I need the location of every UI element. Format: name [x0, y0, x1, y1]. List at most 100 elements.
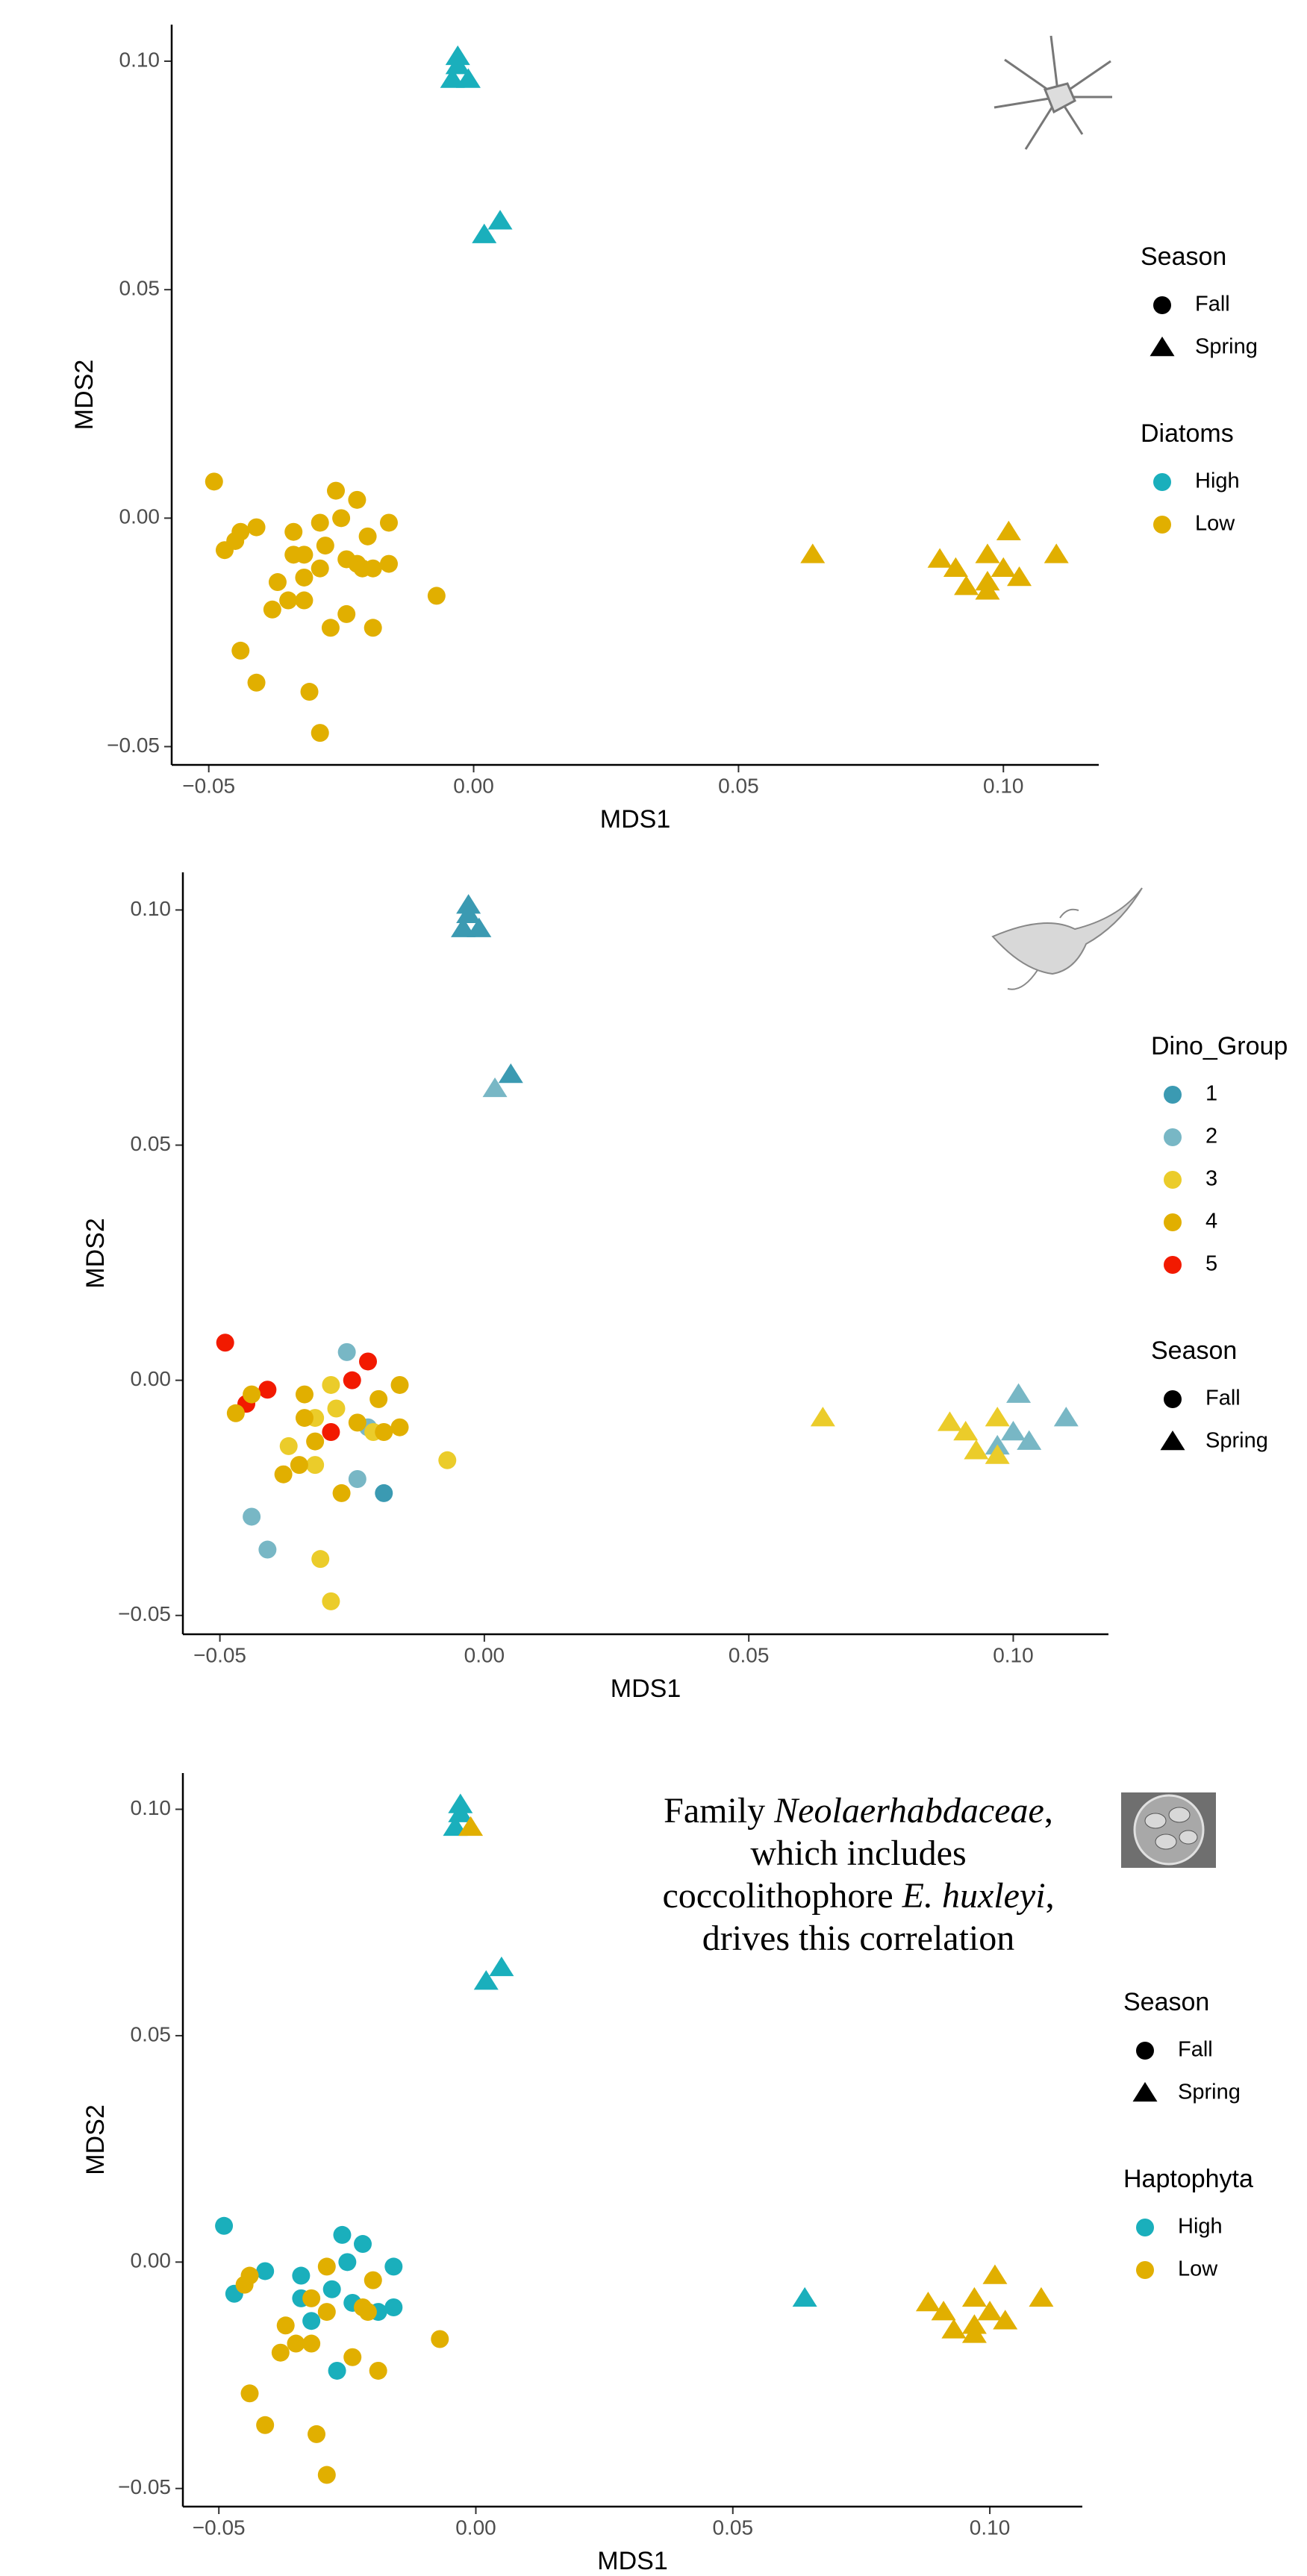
legend-title: Dino_Group: [1151, 1032, 1288, 1060]
point: [961, 2323, 987, 2343]
y-tick-label: 0.05: [131, 2022, 172, 2045]
point: [292, 2266, 311, 2285]
point: [231, 641, 250, 660]
point: [332, 509, 351, 528]
legend-key: [1153, 516, 1171, 534]
y-axis-title: MDS2: [70, 360, 99, 430]
x-tick-label: 0.10: [983, 774, 1024, 797]
y-tick-label: 0.10: [131, 897, 172, 920]
point: [498, 1063, 523, 1084]
point: [247, 673, 266, 692]
point: [472, 223, 497, 243]
y-tick-label: 0.10: [119, 48, 160, 71]
point: [243, 1385, 261, 1404]
point: [317, 2466, 336, 2484]
point: [322, 1375, 340, 1394]
point: [953, 1420, 979, 1441]
point: [276, 2316, 295, 2335]
point: [369, 2361, 387, 2380]
legend-key: [1153, 473, 1171, 491]
legend-key: [1164, 1213, 1182, 1231]
legend-key: [1164, 1128, 1182, 1146]
point: [445, 54, 470, 75]
legend-key: [1153, 296, 1171, 314]
point: [333, 2225, 352, 2244]
point: [317, 2303, 336, 2322]
legend-label: Spring: [1195, 335, 1258, 359]
legend-label: 2: [1205, 1125, 1217, 1148]
point: [321, 619, 340, 637]
point: [322, 1592, 340, 1610]
point: [295, 591, 314, 610]
annotation-text: which includes: [750, 1833, 966, 1873]
y-tick-label: −0.05: [118, 2475, 171, 2498]
y-axis-title: MDS2: [81, 2104, 110, 2175]
y-tick-label: 0.05: [119, 277, 160, 300]
point: [226, 1404, 245, 1422]
point: [302, 2334, 321, 2353]
legend-label: Spring: [1205, 1429, 1268, 1453]
legend-label: 4: [1205, 1210, 1217, 1234]
point: [354, 2235, 372, 2254]
legend-label: Low: [1178, 2257, 1218, 2281]
point: [359, 1352, 377, 1371]
point: [317, 2257, 336, 2276]
legend-key: [1160, 1431, 1185, 1451]
point: [263, 600, 281, 619]
y-tick-label: −0.05: [118, 1602, 171, 1625]
annotation-text: Neolaerhabdaceae: [773, 1791, 1044, 1831]
point: [915, 2291, 941, 2312]
point: [274, 1465, 293, 1484]
point: [247, 518, 266, 537]
point: [985, 1444, 1010, 1464]
legend-label: High: [1178, 2215, 1223, 2239]
point: [792, 2286, 817, 2307]
point: [308, 2425, 326, 2443]
point: [458, 1816, 484, 1836]
point: [332, 1484, 351, 1502]
point: [431, 2330, 449, 2348]
point: [256, 2416, 275, 2434]
y-tick-label: 0.00: [131, 2249, 172, 2272]
annotation-text: ,: [1044, 1791, 1053, 1831]
point: [343, 2348, 362, 2366]
point: [467, 917, 492, 937]
x-tick-label: 0.00: [455, 2516, 496, 2539]
point: [800, 543, 826, 563]
legend-key: [1136, 2219, 1154, 2236]
y-axis-title: MDS2: [81, 1218, 110, 1288]
point: [1029, 2286, 1054, 2307]
point: [306, 1456, 325, 1475]
point: [390, 1375, 409, 1394]
legend-title: Season: [1141, 243, 1226, 271]
annotation-line: which includes: [750, 1833, 966, 1873]
legend-title: Season: [1151, 1337, 1237, 1365]
point: [284, 545, 303, 564]
point: [258, 1381, 277, 1399]
x-tick-label: 0.10: [970, 2516, 1011, 2539]
x-tick-label: 0.00: [464, 1643, 505, 1666]
point: [316, 537, 334, 555]
point: [287, 2334, 305, 2353]
point: [964, 1439, 989, 1460]
point: [440, 68, 465, 88]
point: [279, 1437, 298, 1455]
point: [489, 1956, 514, 1977]
point: [348, 1470, 366, 1489]
legend-key: [1136, 2261, 1154, 2279]
point: [311, 513, 329, 532]
point: [993, 2310, 1018, 2330]
annotation-line: coccolithophore E. huxleyi,: [662, 1876, 1054, 1916]
x-axis-title: MDS1: [597, 2547, 667, 2575]
point: [961, 2286, 987, 2307]
legend-key: [1164, 1256, 1182, 1274]
dinoflagellate-icon: [991, 887, 1143, 990]
x-tick-label: 0.05: [718, 774, 759, 797]
legend-key: [1136, 2042, 1154, 2060]
point: [810, 1407, 835, 1427]
point: [982, 2264, 1008, 2284]
point: [427, 587, 446, 605]
point: [941, 2319, 967, 2339]
point: [985, 1407, 1010, 1427]
annotation-line: Family Neolaerhabdaceae,: [664, 1791, 1053, 1831]
